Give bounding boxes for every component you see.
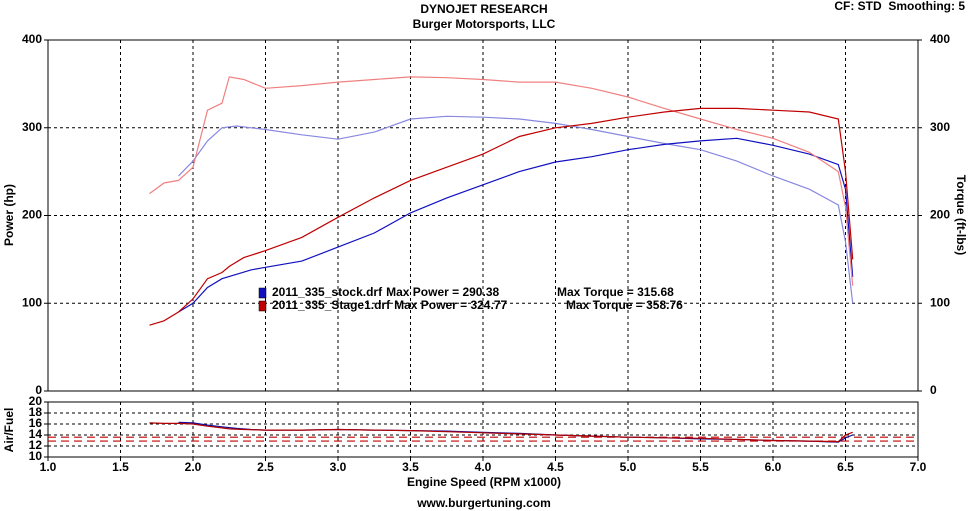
footer: www.burgertuning.com xyxy=(416,496,551,510)
x-tick-label: 7.0 xyxy=(910,460,927,474)
afr-line xyxy=(149,422,853,443)
legend-swatch xyxy=(258,287,267,299)
torque-line xyxy=(149,76,854,286)
y-tick-label: 0 xyxy=(35,383,42,397)
torque-line xyxy=(178,115,854,304)
legend-entry: 2011_335_stock.drf Max Power = 290.38 xyxy=(272,285,499,299)
y2-tick-label: 200 xyxy=(930,208,950,222)
afr-axis-label: Air/Fuel xyxy=(2,408,16,453)
x-tick-label: 2.5 xyxy=(257,460,274,474)
x-tick-label: 4.5 xyxy=(547,460,564,474)
afr-tick-label: 12 xyxy=(29,438,43,452)
x-tick-label: 6.5 xyxy=(837,460,854,474)
x-tick-label: 5.0 xyxy=(620,460,637,474)
y-tick-label: 400 xyxy=(22,32,42,46)
afr-tick-label: 14 xyxy=(29,427,43,441)
afr-tick-label: 10 xyxy=(29,449,43,463)
x-tick-label: 6.0 xyxy=(765,460,782,474)
x-axis-label: Engine Speed (RPM x1000) xyxy=(407,475,561,489)
y2-tick-label: 100 xyxy=(930,295,950,309)
power-line xyxy=(149,107,854,326)
legend-torque: Max Torque = 358.76 xyxy=(566,298,683,312)
x-tick-label: 4.0 xyxy=(475,460,492,474)
legend-entry: 2011_335_Stage1.drf Max Power = 324.77 xyxy=(272,298,507,312)
legend-power: Max Power = 324.77 xyxy=(394,298,507,312)
afr-line xyxy=(178,421,853,443)
x-tick-label: 2.0 xyxy=(185,460,202,474)
legend-name: 2011_335_Stage1.drf xyxy=(272,298,391,312)
chart-title: DYNOJET RESEARCH xyxy=(420,2,547,16)
afr-tick-label: 18 xyxy=(29,405,43,419)
legend-swatch xyxy=(258,300,267,312)
y-axis-label: Power (hp) xyxy=(2,184,16,246)
power-line xyxy=(178,137,854,313)
y2-tick-label: 300 xyxy=(930,120,950,134)
y2-tick-label: 400 xyxy=(930,32,950,46)
y2-tick-label: 0 xyxy=(930,383,937,397)
x-tick-label: 5.5 xyxy=(692,460,709,474)
settings-label: CF: STD Smoothing: 5 xyxy=(834,0,965,13)
afr-tick-label: 20 xyxy=(29,394,43,408)
y-tick-label: 300 xyxy=(22,120,42,134)
legend-name: 2011_335_stock.drf xyxy=(272,285,383,299)
y2-axis-label: Torque (ft-lbs) xyxy=(954,175,968,255)
x-tick-label: 3.5 xyxy=(402,460,419,474)
x-tick-label: 3.0 xyxy=(330,460,347,474)
legend-torque: Max Torque = 315.68 xyxy=(557,285,674,299)
afr-tick-label: 16 xyxy=(29,416,43,430)
x-tick-label: 1.5 xyxy=(112,460,129,474)
legend-power: Max Power = 290.38 xyxy=(386,285,499,299)
x-tick-label: 1.0 xyxy=(40,460,57,474)
chart-subtitle: Burger Motorsports, LLC xyxy=(413,17,556,31)
y-tick-label: 200 xyxy=(22,208,42,222)
y-tick-label: 100 xyxy=(22,295,42,309)
